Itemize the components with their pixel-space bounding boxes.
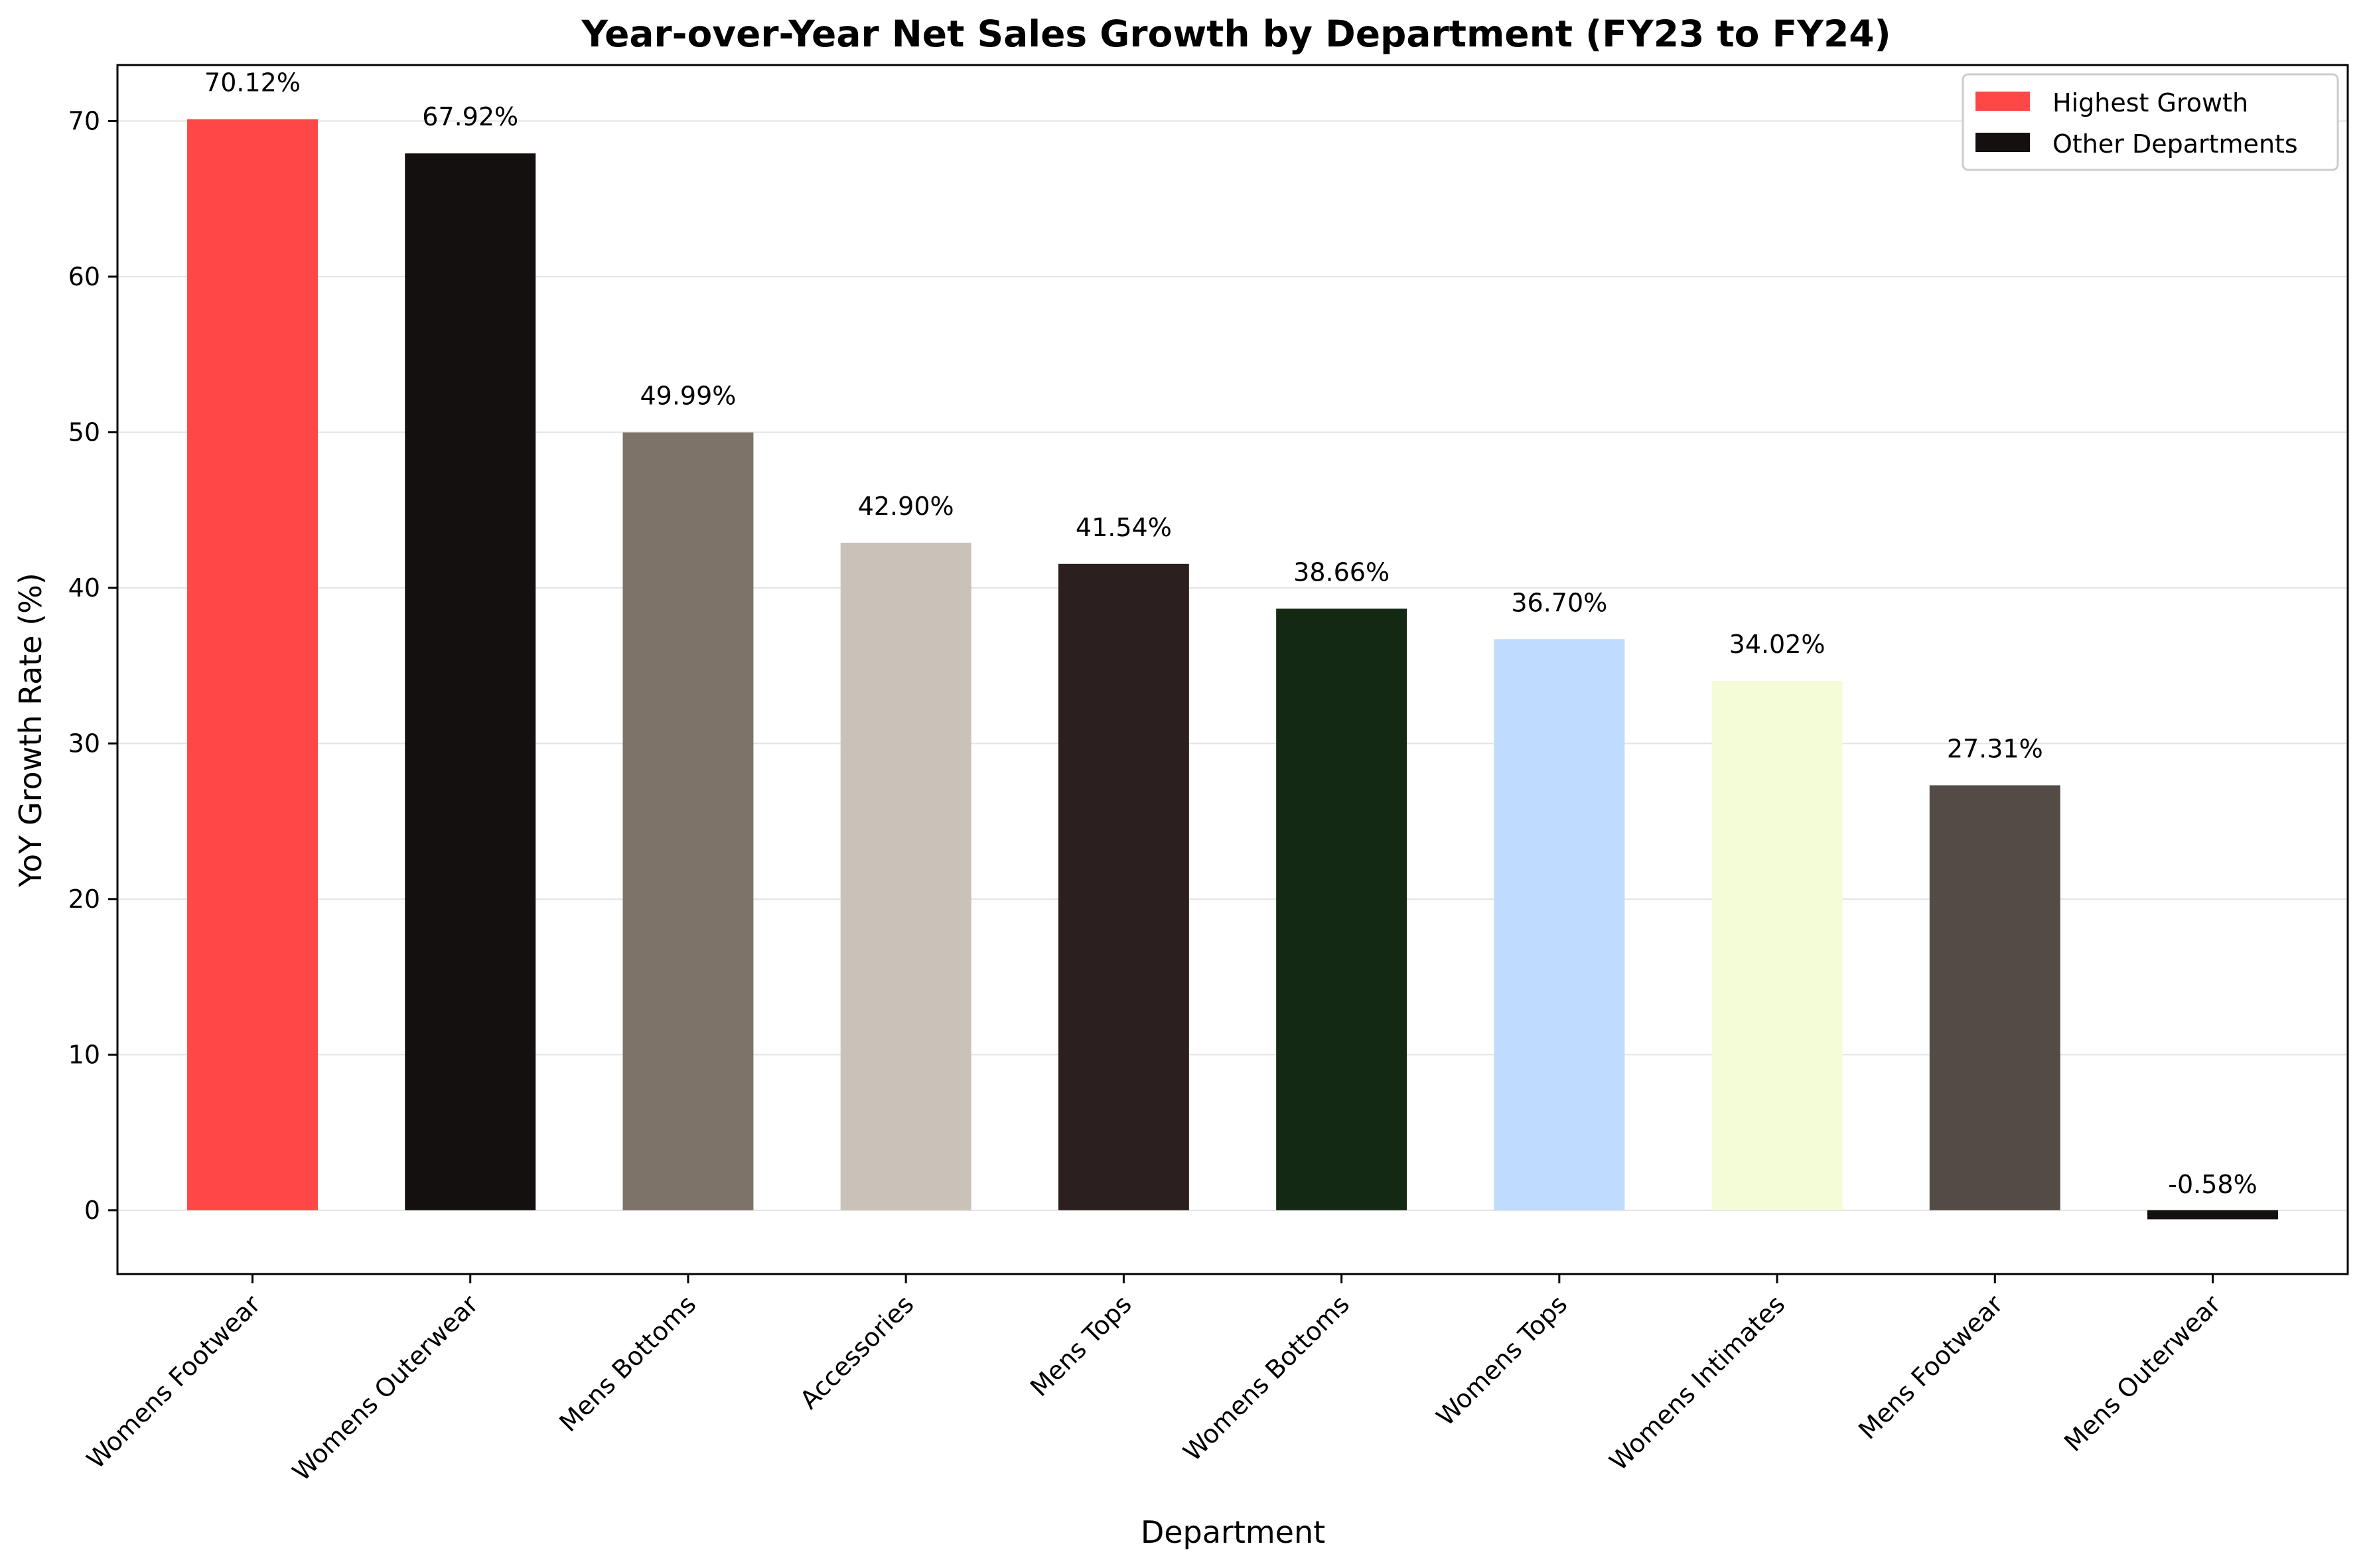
y-tick-label: 60 (68, 262, 100, 291)
bar-value-label: 41.54% (1076, 513, 1172, 542)
y-axis-label: YoY Growth Rate (%) (13, 573, 48, 888)
x-axis-label: Department (1141, 1514, 1325, 1550)
plot-frame (116, 64, 2349, 1275)
y-tick-label: 0 (84, 1196, 100, 1225)
y-tick-label: 30 (68, 729, 100, 758)
bar (187, 119, 318, 1210)
legend-label-highest-growth: Highest Growth (2052, 88, 2248, 117)
chart-title: Year-over-Year Net Sales Growth by Depar… (581, 13, 1891, 55)
bar-value-label: 42.90% (858, 492, 954, 521)
bar (1058, 563, 1189, 1210)
legend-swatch-other-departments (1975, 133, 2030, 152)
bar (1276, 608, 1407, 1210)
bar-value-label: 34.02% (1729, 630, 1826, 659)
bar (622, 432, 754, 1210)
y-tick-label: 20 (68, 885, 100, 914)
bar (2147, 1210, 2278, 1220)
bar-value-label: 36.70% (1511, 588, 1607, 617)
legend-label-other-departments: Other Departments (2052, 129, 2298, 159)
y-axis: 0 10 20 30 40 50 60 70 (68, 106, 117, 1225)
legend-swatch-highest-growth (1975, 92, 2030, 111)
legend-box (1962, 73, 2339, 171)
bar (1494, 639, 1625, 1210)
bar-value-label: 38.66% (1293, 557, 1390, 587)
legend: Highest Growth Other Departments (1962, 73, 2339, 171)
bar (405, 153, 536, 1210)
bar (1711, 681, 1843, 1210)
y-tick-label: 50 (68, 417, 100, 447)
bar (1929, 785, 2060, 1210)
bar-value-label: 67.92% (422, 102, 518, 131)
bars-group (187, 119, 2278, 1220)
y-tick-label: 40 (68, 573, 100, 603)
bar-value-label: 70.12% (204, 68, 301, 98)
y-tick-label: 70 (68, 106, 100, 135)
bar-value-label: -0.58% (2168, 1170, 2257, 1199)
bar-value-label: 49.99% (640, 382, 736, 411)
bar-value-label: 27.31% (1947, 734, 2043, 763)
bar (840, 542, 971, 1210)
data-labels-group: 70.12% 67.92% 49.99% 42.90% 41.54% 38.66% 36.7… (204, 68, 2258, 1199)
y-tick-label: 10 (68, 1040, 100, 1069)
